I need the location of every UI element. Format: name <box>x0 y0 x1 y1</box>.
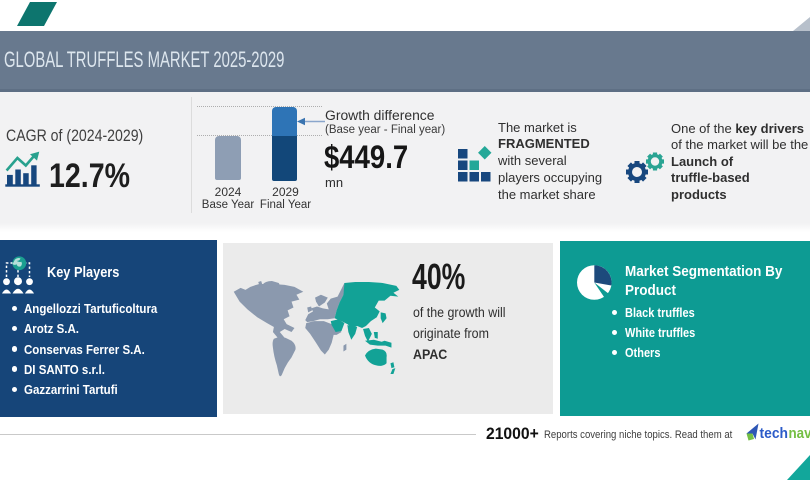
svg-text:tech: tech <box>760 425 789 442</box>
svg-text:navio: navio <box>789 425 810 442</box>
